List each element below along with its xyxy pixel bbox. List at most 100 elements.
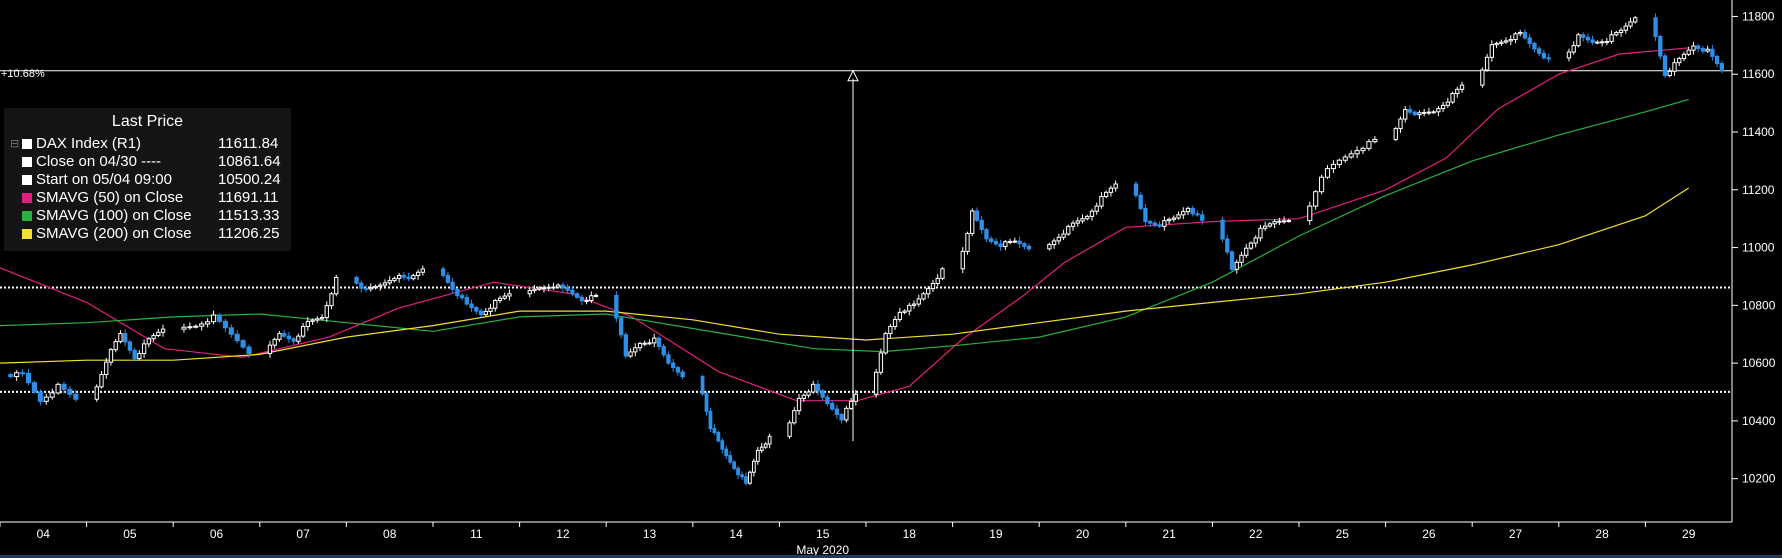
candle-body bbox=[315, 318, 320, 321]
candle-body bbox=[1138, 194, 1143, 209]
change-percent-label: +10.68% bbox=[1, 68, 45, 80]
candle-body bbox=[1700, 48, 1706, 52]
candle-body bbox=[1047, 244, 1052, 250]
candle-body bbox=[637, 343, 643, 349]
candle-body bbox=[228, 327, 234, 335]
legend-swatch bbox=[22, 211, 32, 221]
candle-body bbox=[1518, 32, 1523, 35]
candle-body bbox=[1440, 104, 1446, 110]
candle-body bbox=[267, 344, 273, 354]
candle-body bbox=[1143, 207, 1148, 223]
candle-body bbox=[740, 474, 744, 478]
x-tick-label: 11 bbox=[470, 527, 483, 541]
candle-body bbox=[493, 300, 498, 309]
candle-body bbox=[1614, 32, 1619, 36]
candle-body bbox=[671, 362, 676, 369]
candle-body bbox=[844, 407, 849, 421]
candle-body bbox=[286, 335, 292, 340]
candle-body bbox=[222, 320, 228, 329]
candle-body bbox=[1225, 238, 1230, 253]
candle-body bbox=[716, 431, 721, 442]
candle-body bbox=[1007, 240, 1013, 243]
candle-body bbox=[1342, 156, 1348, 161]
candle-body bbox=[1459, 84, 1465, 90]
candle-body bbox=[459, 295, 465, 299]
candle-body bbox=[146, 338, 151, 345]
candle-body bbox=[712, 428, 717, 433]
x-axis: 04 05 06 07 08 11 12 13 14 15 18 19 20 21 22 25 26 27 28 29… bbox=[0, 521, 1782, 558]
candle-body bbox=[441, 268, 446, 276]
candle-body bbox=[1360, 147, 1366, 152]
candle-body bbox=[1348, 153, 1354, 158]
candle-body bbox=[551, 286, 556, 289]
candle-body bbox=[853, 393, 858, 402]
candle-body bbox=[411, 274, 416, 280]
candle-body bbox=[993, 240, 999, 245]
candle-body bbox=[291, 338, 296, 342]
candle-body bbox=[1609, 34, 1614, 42]
candle-body bbox=[1244, 247, 1249, 256]
x-tick-label: 21 bbox=[1162, 527, 1176, 541]
candle-body bbox=[1480, 69, 1485, 86]
candle-body bbox=[132, 349, 137, 360]
candle-body bbox=[1354, 150, 1360, 155]
candle-body bbox=[1272, 221, 1277, 225]
candle-body bbox=[1195, 213, 1200, 216]
candle-body bbox=[310, 319, 315, 322]
candle-body bbox=[406, 276, 411, 280]
chart-legend: Last Price ⊟ DAX Index (R1) 11611.84 Clo… bbox=[4, 108, 291, 251]
tree-expander-icon[interactable]: ⊟ bbox=[10, 138, 20, 150]
candle-body bbox=[1248, 242, 1254, 249]
candle-body bbox=[1066, 225, 1071, 235]
legend-swatch bbox=[22, 229, 32, 239]
candle-body bbox=[970, 210, 975, 234]
candle-body bbox=[483, 310, 488, 316]
candle-body bbox=[1330, 163, 1336, 170]
candle-body bbox=[1012, 240, 1017, 243]
candle-body bbox=[1455, 88, 1460, 95]
candle-body bbox=[546, 286, 551, 289]
candle-body bbox=[108, 349, 114, 363]
candle-body bbox=[272, 338, 277, 346]
y-tick-label: 11800 bbox=[1742, 9, 1775, 23]
candle-body bbox=[368, 287, 373, 290]
candle-body bbox=[1566, 51, 1572, 59]
legend-name: SMAVG (50) on Close bbox=[36, 189, 184, 206]
y-tick-label: 10600 bbox=[1742, 356, 1776, 370]
x-tick-label: 04 bbox=[37, 527, 51, 541]
change-annotation bbox=[847, 69, 859, 442]
candle-body bbox=[1263, 225, 1268, 229]
candle-body bbox=[25, 372, 32, 384]
candle-body bbox=[141, 343, 147, 354]
candle-body bbox=[666, 354, 671, 364]
candle-body bbox=[1681, 53, 1687, 60]
candle-body bbox=[1234, 261, 1239, 270]
candle-body bbox=[1372, 138, 1378, 143]
legend-name: DAX Index (R1) bbox=[36, 135, 142, 152]
candle-body bbox=[282, 333, 287, 337]
candle-body bbox=[801, 394, 806, 399]
candle-body bbox=[464, 297, 469, 305]
legend-name: Close on 04/30 ---- bbox=[36, 153, 162, 170]
candle-body bbox=[61, 383, 67, 390]
x-tick-label: 20 bbox=[1076, 527, 1090, 541]
candle-body bbox=[911, 303, 917, 306]
candle-body bbox=[1719, 63, 1724, 72]
candle-body bbox=[1686, 49, 1691, 55]
x-tick-label: 05 bbox=[123, 527, 137, 541]
candle-body bbox=[675, 367, 681, 373]
candle-body bbox=[1436, 108, 1441, 113]
candle-body bbox=[1662, 55, 1668, 76]
x-tick-label: 08 bbox=[383, 527, 397, 541]
candle-body bbox=[1658, 36, 1663, 57]
legend-name: SMAVG (100) on Close bbox=[36, 207, 192, 224]
candle-body bbox=[246, 346, 252, 354]
candle-body bbox=[1157, 224, 1162, 227]
candle-body bbox=[363, 287, 369, 290]
candle-body bbox=[474, 307, 479, 312]
candle-body bbox=[1056, 236, 1061, 242]
candle-body bbox=[570, 289, 575, 295]
candle-body bbox=[329, 293, 334, 307]
y-tick-label: 11200 bbox=[1742, 183, 1775, 197]
candle-body bbox=[210, 314, 217, 323]
